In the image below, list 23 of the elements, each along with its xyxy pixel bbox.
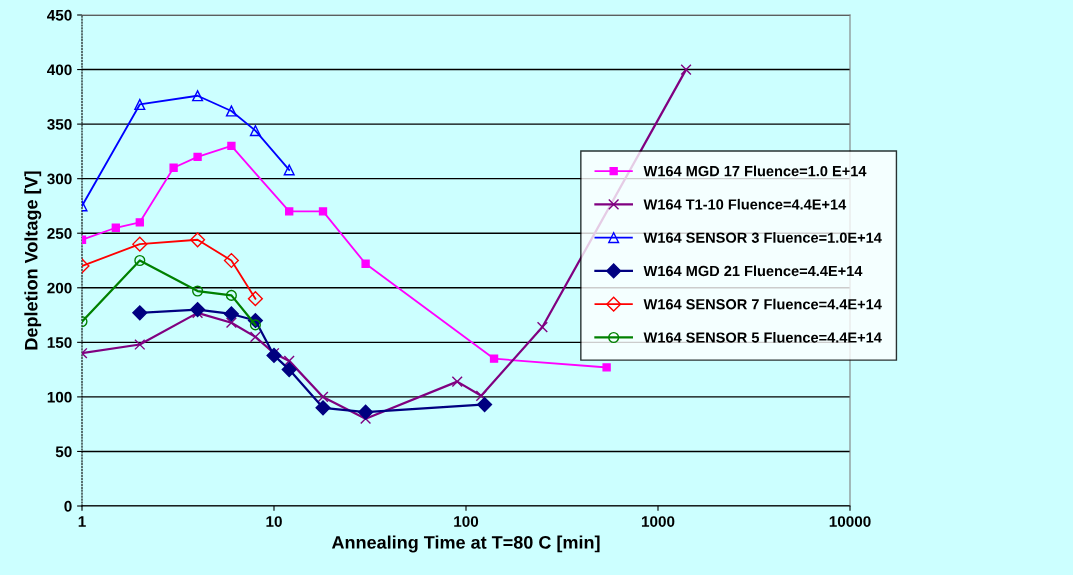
x-tick-label: 1000 bbox=[641, 516, 675, 527]
x-tick-label: 10 bbox=[266, 516, 282, 527]
y-tick-label: 400 bbox=[47, 64, 72, 76]
legend-label: W164 T1-10 Fluence=4.4E+14 bbox=[643, 198, 847, 210]
x-axis-title: Annealing Time at T=80 C [min] bbox=[331, 535, 600, 553]
y-tick-label: 50 bbox=[55, 446, 72, 458]
legend-label: W164 MGD 21 Fluence=4.4E+14 bbox=[643, 265, 863, 277]
y-tick-label: 250 bbox=[47, 228, 72, 239]
y-tick-label: 350 bbox=[47, 118, 72, 130]
y-axis-title: Depletion Voltage [V] bbox=[24, 171, 42, 350]
y-tick-label: 100 bbox=[47, 391, 72, 403]
x-tick-label: 100 bbox=[454, 516, 479, 527]
legend-label: W164 SENSOR 5 Fluence=4.4E+14 bbox=[643, 332, 882, 343]
x-tick-label: 1 bbox=[78, 516, 86, 527]
legend-label: W164 MGD 17 Fluence=1.0 E+14 bbox=[643, 165, 867, 177]
x-tick-label: 10000 bbox=[829, 516, 871, 527]
y-tick-label: 150 bbox=[47, 337, 72, 349]
y-tick-label: 300 bbox=[47, 173, 72, 185]
y-tick-label: 200 bbox=[47, 282, 72, 294]
legend-label: W164 SENSOR 7 Fluence=4.4E+14 bbox=[643, 298, 882, 310]
y-tick-label: 0 bbox=[64, 500, 72, 512]
y-tick-label: 450 bbox=[47, 9, 72, 21]
legend-label: W164 SENSOR 3 Fluence=1.0E+14 bbox=[643, 232, 882, 243]
